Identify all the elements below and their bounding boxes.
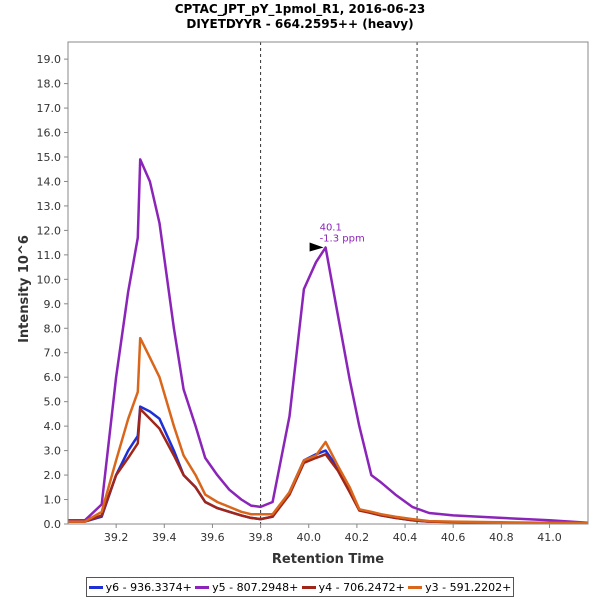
x-tick-label: 39.8 — [248, 531, 273, 544]
series-line-4 — [68, 336, 589, 525]
y-tick-label: 7.0 — [44, 347, 62, 360]
y-tick-label: 3.0 — [44, 445, 62, 458]
y-tick-label: 9.0 — [44, 298, 62, 311]
legend-item: y6 - 936.3374+ — [88, 580, 192, 594]
legend-item: y5 - 807.2948+ — [195, 581, 298, 594]
x-tick-label: 39.2 — [104, 531, 129, 544]
legend-label: y3 - 591.2202+ — [425, 580, 512, 594]
legend-item: y4 - 706.2472+ — [301, 580, 405, 594]
y-tick-label: 18.0 — [37, 78, 62, 91]
y-axis-title: Intensity 10^6 — [17, 235, 32, 343]
peak-rt-label: 40.1 — [320, 223, 342, 234]
peak-ppm-label: -1.3 ppm — [320, 234, 365, 245]
y-tick-label: 0.0 — [44, 518, 62, 531]
x-tick-label: 39.6 — [200, 531, 225, 544]
x-tick-label: 41.0 — [537, 531, 562, 544]
x-tick-label: 40.8 — [489, 531, 514, 544]
x-tick-label: 40.2 — [345, 531, 370, 544]
chart-legend: y6 - 936.3374+ y5 - 807.2948+ y4 - 706.247… — [86, 577, 514, 597]
plot-frame — [67, 41, 589, 525]
chart-subtitle: DIYETDYYR - 664.2595++ (heavy) — [186, 17, 414, 31]
chart-title: CPTAC_JPT_pY_1pmol_R1, 2016-06-23 — [174, 2, 426, 16]
legend-swatch — [195, 585, 210, 589]
y-tick-label: 16.0 — [37, 127, 62, 140]
peak-marker-icon — [309, 242, 324, 252]
y-tick-label: 14.0 — [37, 175, 62, 188]
y-tick-label: 10.0 — [37, 273, 62, 286]
y-tick-label: 12.0 — [37, 224, 62, 237]
legend-swatch — [408, 585, 423, 589]
legend-swatch — [301, 585, 316, 589]
y-tick-label: 15.0 — [37, 151, 62, 164]
y-tick-label: 2.0 — [44, 469, 62, 482]
series-line-2 — [68, 158, 589, 525]
legend-item: y3 - 591.2202+ — [408, 581, 511, 594]
x-tick-label: 40.0 — [296, 531, 321, 544]
x-tick-label: 40.6 — [441, 531, 466, 544]
y-tick-label: 4.0 — [44, 420, 62, 433]
x-tick-label: 40.4 — [393, 531, 418, 544]
y-tick-label: 17.0 — [37, 102, 62, 115]
y-tick-label: 6.0 — [44, 371, 62, 384]
legend-label: y5 - 807.2948+ — [212, 580, 299, 594]
y-tick-label: 13.0 — [37, 200, 62, 213]
y-tick-label: 11.0 — [37, 249, 62, 262]
x-axis-title: Retention Time — [272, 552, 384, 567]
y-tick-label: 5.0 — [44, 396, 62, 409]
x-tick-label: 39.4 — [152, 531, 177, 544]
series-line-3 — [68, 407, 589, 525]
y-tick-label: 8.0 — [44, 322, 62, 335]
legend-label: y4 - 706.2472+ — [318, 580, 405, 594]
legend-label: y6 - 936.3374+ — [105, 580, 192, 594]
legend-swatch — [88, 585, 103, 589]
series-line-1 — [68, 405, 589, 525]
y-tick-label: 1.0 — [44, 494, 62, 507]
y-tick-label: 19.0 — [37, 53, 62, 66]
